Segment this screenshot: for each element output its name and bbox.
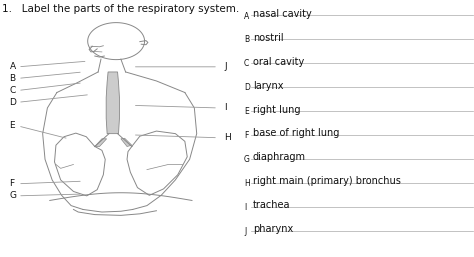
- Text: pharynx: pharynx: [253, 224, 293, 234]
- Text: right lung: right lung: [253, 105, 300, 115]
- Text: G: G: [9, 191, 17, 200]
- Text: right main (primary) bronchus: right main (primary) bronchus: [253, 176, 401, 186]
- Text: B: B: [9, 74, 16, 83]
- Text: larynx: larynx: [253, 81, 283, 91]
- Text: D: D: [244, 83, 250, 92]
- Text: nostril: nostril: [253, 33, 283, 43]
- Polygon shape: [121, 138, 132, 146]
- Text: A: A: [244, 12, 249, 21]
- Text: base of right lung: base of right lung: [253, 128, 339, 139]
- Polygon shape: [106, 72, 119, 134]
- Text: I: I: [224, 103, 227, 113]
- Text: 1.   Label the parts of the respiratory system.: 1. Label the parts of the respiratory sy…: [2, 4, 240, 14]
- Text: C: C: [9, 86, 16, 95]
- Text: H: H: [244, 179, 250, 188]
- Text: H: H: [224, 133, 231, 142]
- Text: oral cavity: oral cavity: [253, 57, 304, 67]
- Polygon shape: [95, 139, 107, 146]
- Text: J: J: [224, 62, 227, 71]
- Text: F: F: [244, 131, 248, 140]
- Text: J: J: [244, 227, 246, 236]
- Text: nasal cavity: nasal cavity: [253, 9, 311, 19]
- Text: B: B: [244, 35, 249, 44]
- Text: G: G: [244, 155, 250, 164]
- Text: I: I: [244, 203, 246, 212]
- Text: A: A: [9, 62, 16, 71]
- Text: E: E: [244, 107, 249, 116]
- Text: trachea: trachea: [253, 200, 290, 210]
- Text: E: E: [9, 121, 15, 131]
- Text: D: D: [9, 98, 17, 107]
- Text: C: C: [244, 59, 249, 68]
- Text: diaphragm: diaphragm: [253, 152, 306, 162]
- Text: F: F: [9, 179, 15, 188]
